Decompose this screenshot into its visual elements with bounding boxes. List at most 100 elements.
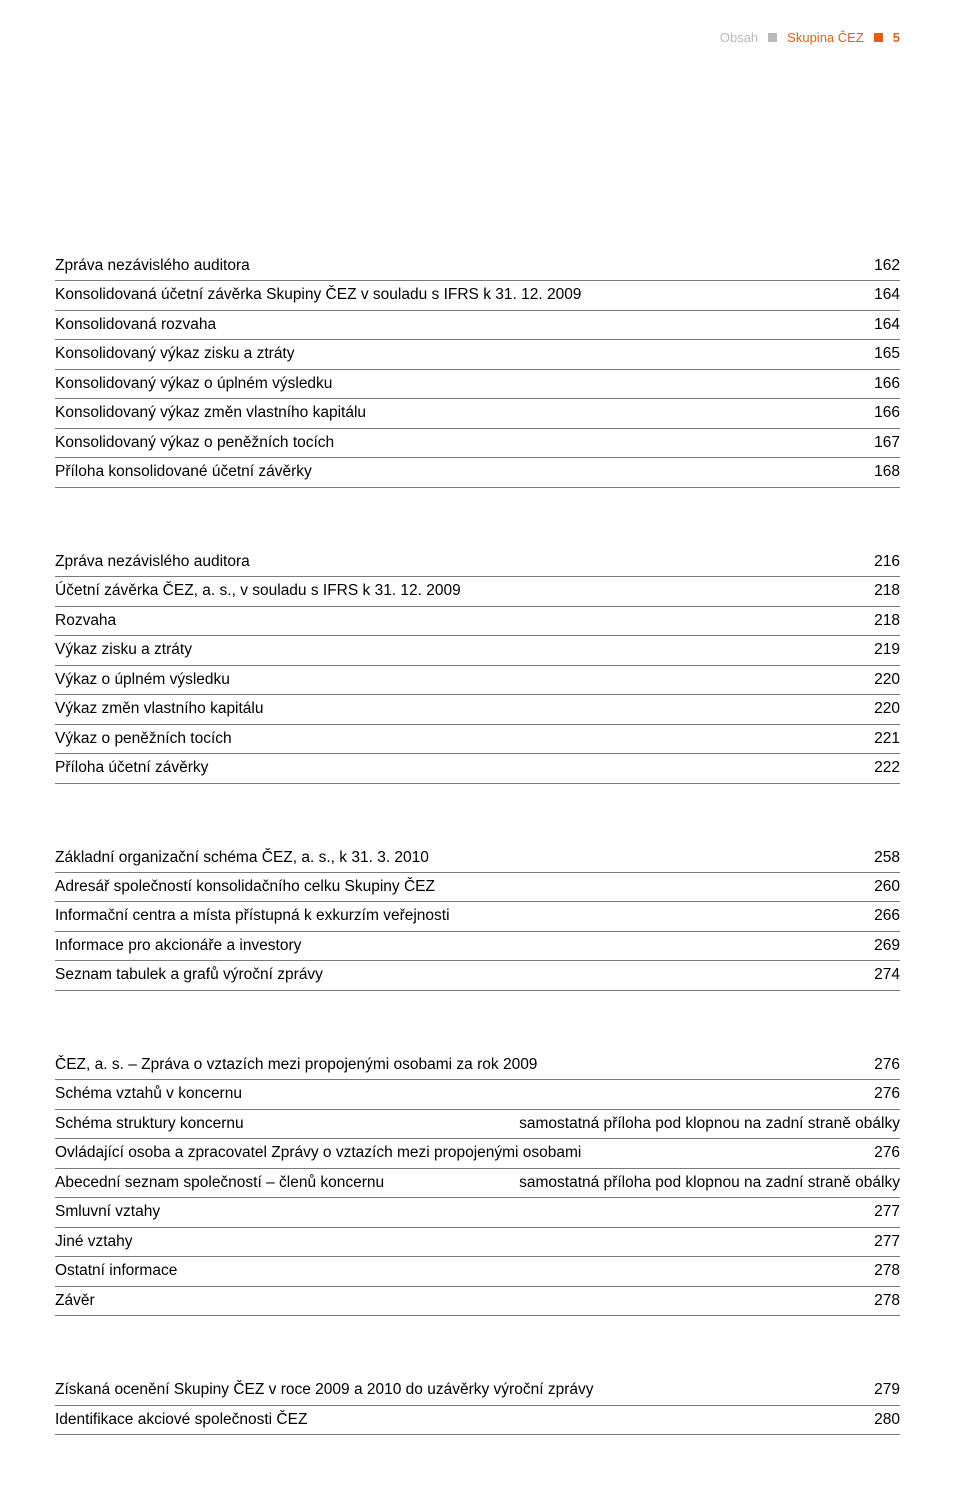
toc-page: samostatná příloha pod klopnou na zadní … [509,1172,900,1194]
obsah-label: Obsah [720,30,758,45]
toc-row: Výkaz zisku a ztráty219 [55,636,900,665]
toc-page: 280 [864,1409,900,1431]
toc-label: Konsolidovaná účetní závěrka Skupiny ČEZ… [55,284,864,306]
toc-label: Získaná ocenění Skupiny ČEZ v roce 2009 … [55,1379,864,1401]
toc-page: 165 [864,343,900,365]
toc-row: Rozvaha218 [55,607,900,636]
toc-row: Ostatní informace278 [55,1257,900,1286]
toc-row: Konsolidovaný výkaz o peněžních tocích16… [55,429,900,458]
toc-page: 258 [864,847,900,869]
toc-row: Informační centra a místa přístupná k ex… [55,902,900,931]
toc-label: Základní organizační schéma ČEZ, a. s., … [55,847,864,869]
toc-page: 269 [864,935,900,957]
toc-label: Informační centra a místa přístupná k ex… [55,905,864,927]
toc-row: Konsolidovaná účetní závěrka Skupiny ČEZ… [55,281,900,310]
toc-label: Výkaz o peněžních tocích [55,728,864,750]
skupina-label: Skupina ČEZ [787,30,864,45]
toc-page: 166 [864,402,900,424]
toc-row: Konsolidovaný výkaz zisku a ztráty165 [55,340,900,369]
toc-page: 260 [864,876,900,898]
toc-page: 222 [864,757,900,779]
toc-row: Konsolidovaný výkaz o úplném výsledku166 [55,370,900,399]
toc-page: samostatná příloha pod klopnou na zadní … [509,1113,900,1135]
toc-row: Schéma vztahů v koncernu276 [55,1080,900,1109]
toc-row: Seznam tabulek a grafů výroční zprávy274 [55,961,900,990]
toc-row: Konsolidovaná rozvaha164 [55,311,900,340]
square-grey-icon [768,33,777,42]
toc-label: Jiné vztahy [55,1231,864,1253]
square-orange-icon [874,33,883,42]
toc-label: Konsolidovaný výkaz změn vlastního kapit… [55,402,864,424]
toc-row: Adresář společností konsolidačního celku… [55,873,900,902]
toc-label: Zpráva nezávislého auditora [55,551,864,573]
toc-label: Seznam tabulek a grafů výroční zprávy [55,964,864,986]
toc-section: ČEZ, a. s. – Zpráva o vztazích mezi prop… [55,1051,900,1316]
toc-label: Adresář společností konsolidačního celku… [55,876,864,898]
toc-page: 162 [864,255,900,277]
toc-row: Konsolidovaný výkaz změn vlastního kapit… [55,399,900,428]
toc-row: Abecední seznam společností – členů konc… [55,1169,900,1198]
toc-page: 276 [864,1142,900,1164]
toc-page: 221 [864,728,900,750]
toc-page: 164 [864,314,900,336]
toc-row: Zpráva nezávislého auditora162 [55,252,900,281]
toc-label: Ostatní informace [55,1260,864,1282]
toc-page: 276 [864,1083,900,1105]
toc-label: Schéma vztahů v koncernu [55,1083,864,1105]
toc-row: Závěr278 [55,1287,900,1316]
toc-row: ČEZ, a. s. – Zpráva o vztazích mezi prop… [55,1051,900,1080]
toc-label: Konsolidovaný výkaz o úplném výsledku [55,373,864,395]
toc-label: Konsolidovaná rozvaha [55,314,864,336]
toc-row: Zpráva nezávislého auditora216 [55,548,900,577]
toc-label: Zpráva nezávislého auditora [55,255,864,277]
toc-label: Abecední seznam společností – členů konc… [55,1172,509,1194]
toc-page: 278 [864,1290,900,1312]
toc-page: 279 [864,1379,900,1401]
toc-section: Zpráva nezávislého auditora162 Konsolido… [55,252,900,488]
toc-page: 167 [864,432,900,454]
toc-label: Informace pro akcionáře a investory [55,935,864,957]
toc-page: 218 [864,580,900,602]
toc-page: 220 [864,669,900,691]
toc-row: Základní organizační schéma ČEZ, a. s., … [55,844,900,873]
page-header: Obsah Skupina ČEZ 5 [720,30,900,45]
toc-label: Účetní závěrka ČEZ, a. s., v souladu s I… [55,580,864,602]
toc-row: Schéma struktury koncernusamostatná příl… [55,1110,900,1139]
toc-page: 219 [864,639,900,661]
toc-row: Smluvní vztahy277 [55,1198,900,1227]
toc-page: 220 [864,698,900,720]
page-number: 5 [893,30,900,45]
toc-label: Příloha konsolidované účetní závěrky [55,461,864,483]
toc-page: 218 [864,610,900,632]
toc-label: Konsolidovaný výkaz zisku a ztráty [55,343,864,365]
toc-label: Konsolidovaný výkaz o peněžních tocích [55,432,864,454]
toc-page: 274 [864,964,900,986]
toc-page: 216 [864,551,900,573]
toc-label: Výkaz zisku a ztráty [55,639,864,661]
toc-row: Získaná ocenění Skupiny ČEZ v roce 2009 … [55,1376,900,1405]
toc-page: 278 [864,1260,900,1282]
toc-page: 266 [864,905,900,927]
toc-label: Příloha účetní závěrky [55,757,864,779]
toc-label: Rozvaha [55,610,864,632]
toc-label: Smluvní vztahy [55,1201,864,1223]
toc-row: Informace pro akcionáře a investory269 [55,932,900,961]
toc-label: ČEZ, a. s. – Zpráva o vztazích mezi prop… [55,1054,864,1076]
toc-section: Získaná ocenění Skupiny ČEZ v roce 2009 … [55,1376,900,1435]
toc-page: 277 [864,1201,900,1223]
toc-row: Příloha účetní závěrky222 [55,754,900,783]
toc-row: Jiné vztahy277 [55,1228,900,1257]
toc-label: Výkaz změn vlastního kapitálu [55,698,864,720]
toc-label: Výkaz o úplném výsledku [55,669,864,691]
toc-row: Ovládající osoba a zpracovatel Zprávy o … [55,1139,900,1168]
toc-page: 168 [864,461,900,483]
toc-page: 276 [864,1054,900,1076]
toc-row: Identifikace akciové společnosti ČEZ280 [55,1406,900,1435]
toc-label: Ovládající osoba a zpracovatel Zprávy o … [55,1142,864,1164]
toc-content: Zpráva nezávislého auditora162 Konsolido… [55,252,900,1495]
toc-label: Identifikace akciové společnosti ČEZ [55,1409,864,1431]
toc-row: Účetní závěrka ČEZ, a. s., v souladu s I… [55,577,900,606]
toc-label: Závěr [55,1290,864,1312]
toc-section: Zpráva nezávislého auditora216 Účetní zá… [55,548,900,784]
toc-page: 164 [864,284,900,306]
